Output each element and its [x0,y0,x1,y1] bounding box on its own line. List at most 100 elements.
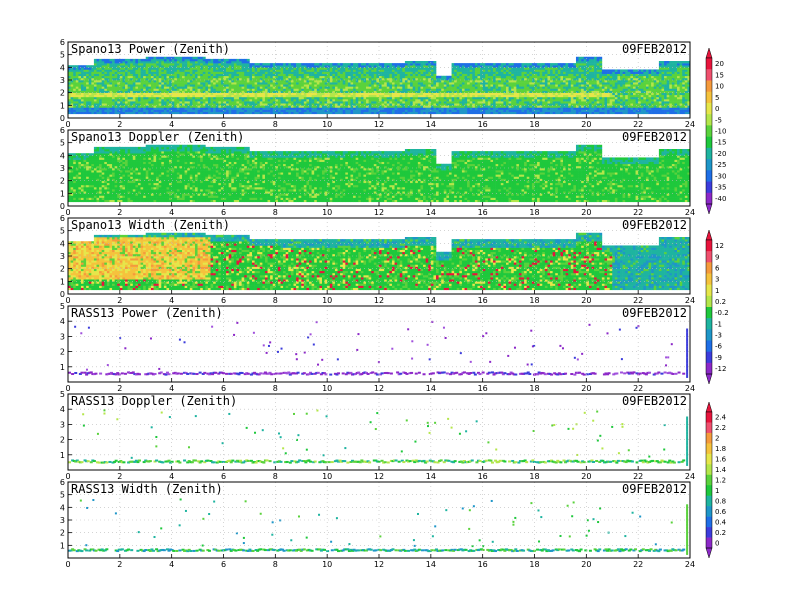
heatmap-cell [542,77,546,81]
heatmap-cell [78,90,82,93]
heatmap-cell [169,75,172,79]
heatmap-cell [241,86,245,89]
heatmap-cell [391,67,395,70]
heatmap-cell [531,107,535,110]
heatmap-cell [575,107,579,110]
heatmap-cell [487,67,491,70]
heatmap-cell [329,99,333,102]
heatmap-cell [228,84,232,87]
heatmap-cell [236,63,240,66]
heatmap-cell [86,90,90,93]
heatmap-cell [568,105,572,108]
heatmap-cell [415,80,419,83]
heatmap-cell [379,101,382,104]
heatmap-cell [495,96,499,100]
heatmap-cell [246,101,250,104]
heatmap-cell [347,94,351,98]
heatmap-cell [226,84,229,87]
heatmap-cell [371,105,375,108]
heatmap-cell [324,101,328,104]
heatmap-cell [508,99,512,102]
heatmap-cell [451,107,455,110]
heatmap-cell [75,107,79,110]
heatmap-cell [68,103,71,106]
heatmap-cell [280,65,284,68]
heatmap-cell [314,103,318,106]
heatmap-cell [402,88,406,91]
heatmap-cell [537,96,540,100]
heatmap-cell [153,103,157,106]
heatmap-cell [277,82,281,85]
heatmap-cell [99,71,102,74]
heatmap-cell [441,80,445,83]
heatmap-cell [425,107,429,110]
heatmap-cell [257,99,261,102]
heatmap-cell [239,63,242,66]
heatmap-cell [205,88,209,91]
heatmap-cell [267,73,271,77]
heatmap-cell [550,103,553,106]
heatmap-cell [464,88,468,91]
heatmap-cell [474,105,478,108]
heatmap-cell [417,94,421,98]
heatmap-cell [262,84,266,87]
heatmap-cell [415,103,419,106]
heatmap-cell [358,86,362,89]
heatmap-cell [73,99,77,102]
heatmap-cell [262,86,266,89]
heatmap-cell [394,67,398,70]
heatmap-cell [283,84,286,87]
heatmap-cell [83,107,87,110]
heatmap-cell [505,109,509,112]
heatmap-cell [410,99,413,102]
heatmap-cell [244,69,248,72]
heatmap-cell [169,86,172,89]
heatmap-cell [332,75,336,79]
heatmap-cell [433,88,437,91]
heatmap-cell [231,92,235,96]
heatmap-cell [379,109,382,112]
heatmap-cell [373,63,377,66]
heatmap-cell [176,94,180,98]
heatmap-cell [112,88,115,91]
heatmap-cell [301,71,305,74]
heatmap-cell [353,86,356,89]
heatmap-cell [264,90,268,93]
heatmap-cell [397,88,401,91]
heatmap-cell [93,73,97,77]
heatmap-cell [218,88,222,91]
heatmap-cell [410,80,413,83]
heatmap-cell [500,103,504,106]
heatmap-cell [586,103,590,106]
heatmap-cell [140,75,144,79]
heatmap-cell [88,90,92,93]
heatmap-cell [516,69,520,72]
heatmap-cell [521,90,525,93]
heatmap-cell [104,99,108,102]
heatmap-cell [415,92,419,96]
heatmap-cell [112,86,115,89]
heatmap-cell [114,75,118,79]
heatmap-cell [301,96,305,100]
heatmap-cell [68,101,71,104]
heatmap-cell [309,88,312,91]
heatmap-cell [531,84,535,87]
heatmap-cell [267,88,271,91]
heatmap-cell [75,67,79,70]
heatmap-cell [342,82,346,85]
heatmap-cell [513,84,517,87]
heatmap-cell [342,101,346,104]
heatmap-cell [363,90,367,93]
heatmap-cell [397,77,401,81]
heatmap-cell [539,75,543,79]
heatmap-cell [125,88,128,91]
heatmap-cell [96,69,100,72]
heatmap-cell [127,80,131,83]
heatmap-cell [311,103,315,106]
heatmap-cell [309,84,312,87]
heatmap-cell [425,88,429,91]
heatmap-cell [441,111,445,115]
heatmap-cell [296,84,299,87]
heatmap-cell [350,63,354,66]
heatmap-cell [207,84,211,87]
